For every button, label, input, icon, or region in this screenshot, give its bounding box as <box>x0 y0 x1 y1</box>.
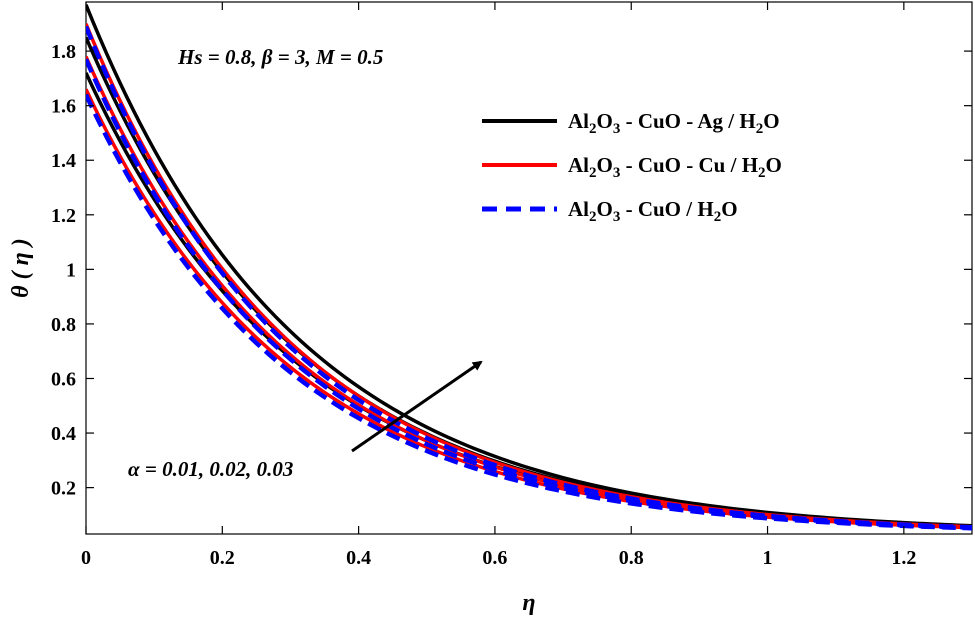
x-tick-label: 0.2 <box>210 547 235 569</box>
legend: Al2O3 - CuO - Ag / H2O Al2O3 - CuO - Cu /… <box>482 109 782 225</box>
y-tick-label: 1.6 <box>51 96 76 118</box>
x-tick-label: 0.6 <box>482 547 507 569</box>
y-tick-label: 0.6 <box>51 368 76 390</box>
x-axis-label: η <box>522 590 535 616</box>
x-tick-label: 1 <box>763 547 773 569</box>
x-tick-label: 0.8 <box>619 547 644 569</box>
ticks-group: 0 0.2 0.4 0.6 0.8 1 1.2 0.2 0.4 0.6 0.8 1 1.2 1.4 1.6 1… <box>51 2 972 569</box>
legend-label-2: Al2O3 - CuO - Cu / H2O <box>568 153 782 181</box>
increasing-alpha-arrow <box>351 360 483 453</box>
parameter-annotation: Hs = 0.8, β = 3, M = 0.5 <box>177 45 383 69</box>
series-line-3 <box>86 4 972 528</box>
legend-label-3: Al2O3 - CuO / H2O <box>568 197 738 225</box>
series-line-9 <box>86 25 972 530</box>
y-tick-label: 1.4 <box>51 150 76 172</box>
legend-label-1: Al2O3 - CuO - Ag / H2O <box>568 109 780 137</box>
y-axis-label: θ ( η ) <box>8 238 34 298</box>
y-tick-label: 1.2 <box>51 205 76 227</box>
y-tick-label: 0.2 <box>51 478 76 500</box>
x-tick-label: 0 <box>81 547 91 569</box>
x-tick-label: 0.4 <box>346 547 371 569</box>
y-tick-label: 1.8 <box>51 41 76 63</box>
y-tick-label: 1 <box>66 259 76 281</box>
y-tick-label: 0.4 <box>51 423 76 445</box>
x-tick-label: 1.2 <box>891 547 916 569</box>
series-group <box>86 4 972 531</box>
y-tick-label: 0.8 <box>51 314 76 336</box>
alpha-annotation: α = 0.01, 0.02, 0.03 <box>128 457 293 481</box>
